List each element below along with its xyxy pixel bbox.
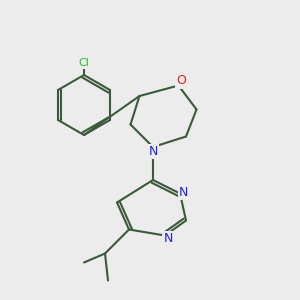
Text: N: N [163, 232, 173, 245]
Text: Cl: Cl [79, 58, 89, 68]
Text: N: N [148, 145, 158, 158]
Text: N: N [179, 185, 188, 199]
Text: O: O [177, 74, 186, 88]
